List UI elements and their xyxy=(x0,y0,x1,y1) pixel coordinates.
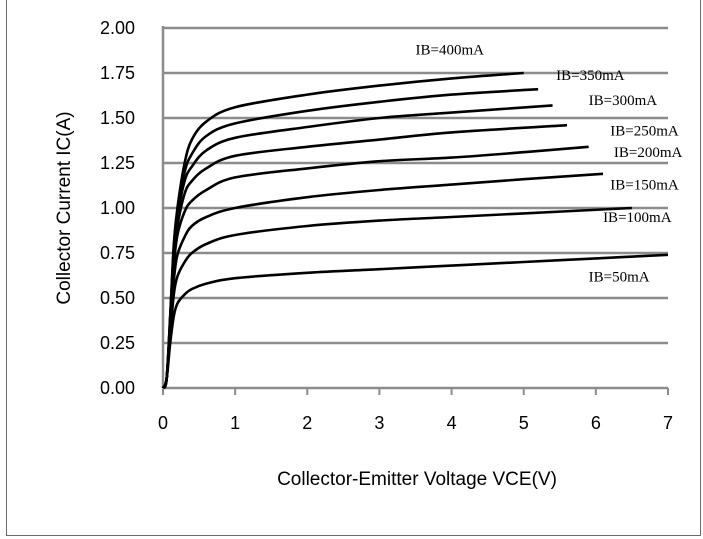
x-tick-label: 5 xyxy=(519,413,529,433)
series-label: IB=400mA xyxy=(416,43,485,59)
x-tick-label: 0 xyxy=(158,413,168,433)
series-label: IB=100mA xyxy=(603,210,672,226)
series-line xyxy=(161,123,568,389)
series-label: IB=50mA xyxy=(589,269,650,285)
y-tick-label: 2.00 xyxy=(100,18,135,38)
y-tick-label: 0.00 xyxy=(100,378,135,398)
series-line xyxy=(161,104,553,389)
series-line xyxy=(161,206,632,389)
x-tick-label: 6 xyxy=(591,413,601,433)
y-axis-title: Collector Current IC(A) xyxy=(54,111,75,304)
x-tick-label: 3 xyxy=(374,413,384,433)
x-tick-label: 7 xyxy=(663,413,673,433)
series-line xyxy=(161,145,589,389)
series-label: IB=350mA xyxy=(556,68,625,84)
series-label: IB=150mA xyxy=(610,178,679,194)
series-label: IB=200mA xyxy=(614,145,683,161)
y-tick-label: 0.50 xyxy=(100,288,135,308)
y-tick-label: 1.50 xyxy=(100,108,135,128)
x-axis-title: Collector-Emitter Voltage VCE(V) xyxy=(277,469,557,490)
series-curves xyxy=(161,71,669,389)
series-line xyxy=(161,253,669,389)
series-labels: IB=400mA IB=350mA IB=300mA IB=250mA IB=200mA… xyxy=(416,43,683,286)
x-tick-label: 4 xyxy=(447,413,457,433)
series-label: IB=300mA xyxy=(589,93,658,109)
series-label: IB=250mA xyxy=(610,124,679,140)
series-line xyxy=(161,71,524,389)
x-tick-label: 2 xyxy=(302,413,312,433)
tick-labels: 0.00 0.25 0.50 0.75 1.00 1.25 1.50 1.75 2.00 0 1 2 3… xyxy=(100,18,673,433)
y-tick-label: 1.75 xyxy=(100,63,135,83)
y-tick-label: 0.25 xyxy=(100,333,135,353)
series-line xyxy=(161,172,604,389)
x-tick-label: 1 xyxy=(230,413,240,433)
axes xyxy=(161,26,669,395)
y-tick-label: 0.75 xyxy=(100,243,135,263)
grid-lines xyxy=(163,26,668,345)
y-tick-label: 1.00 xyxy=(100,198,135,218)
y-tick-label: 1.25 xyxy=(100,153,135,173)
